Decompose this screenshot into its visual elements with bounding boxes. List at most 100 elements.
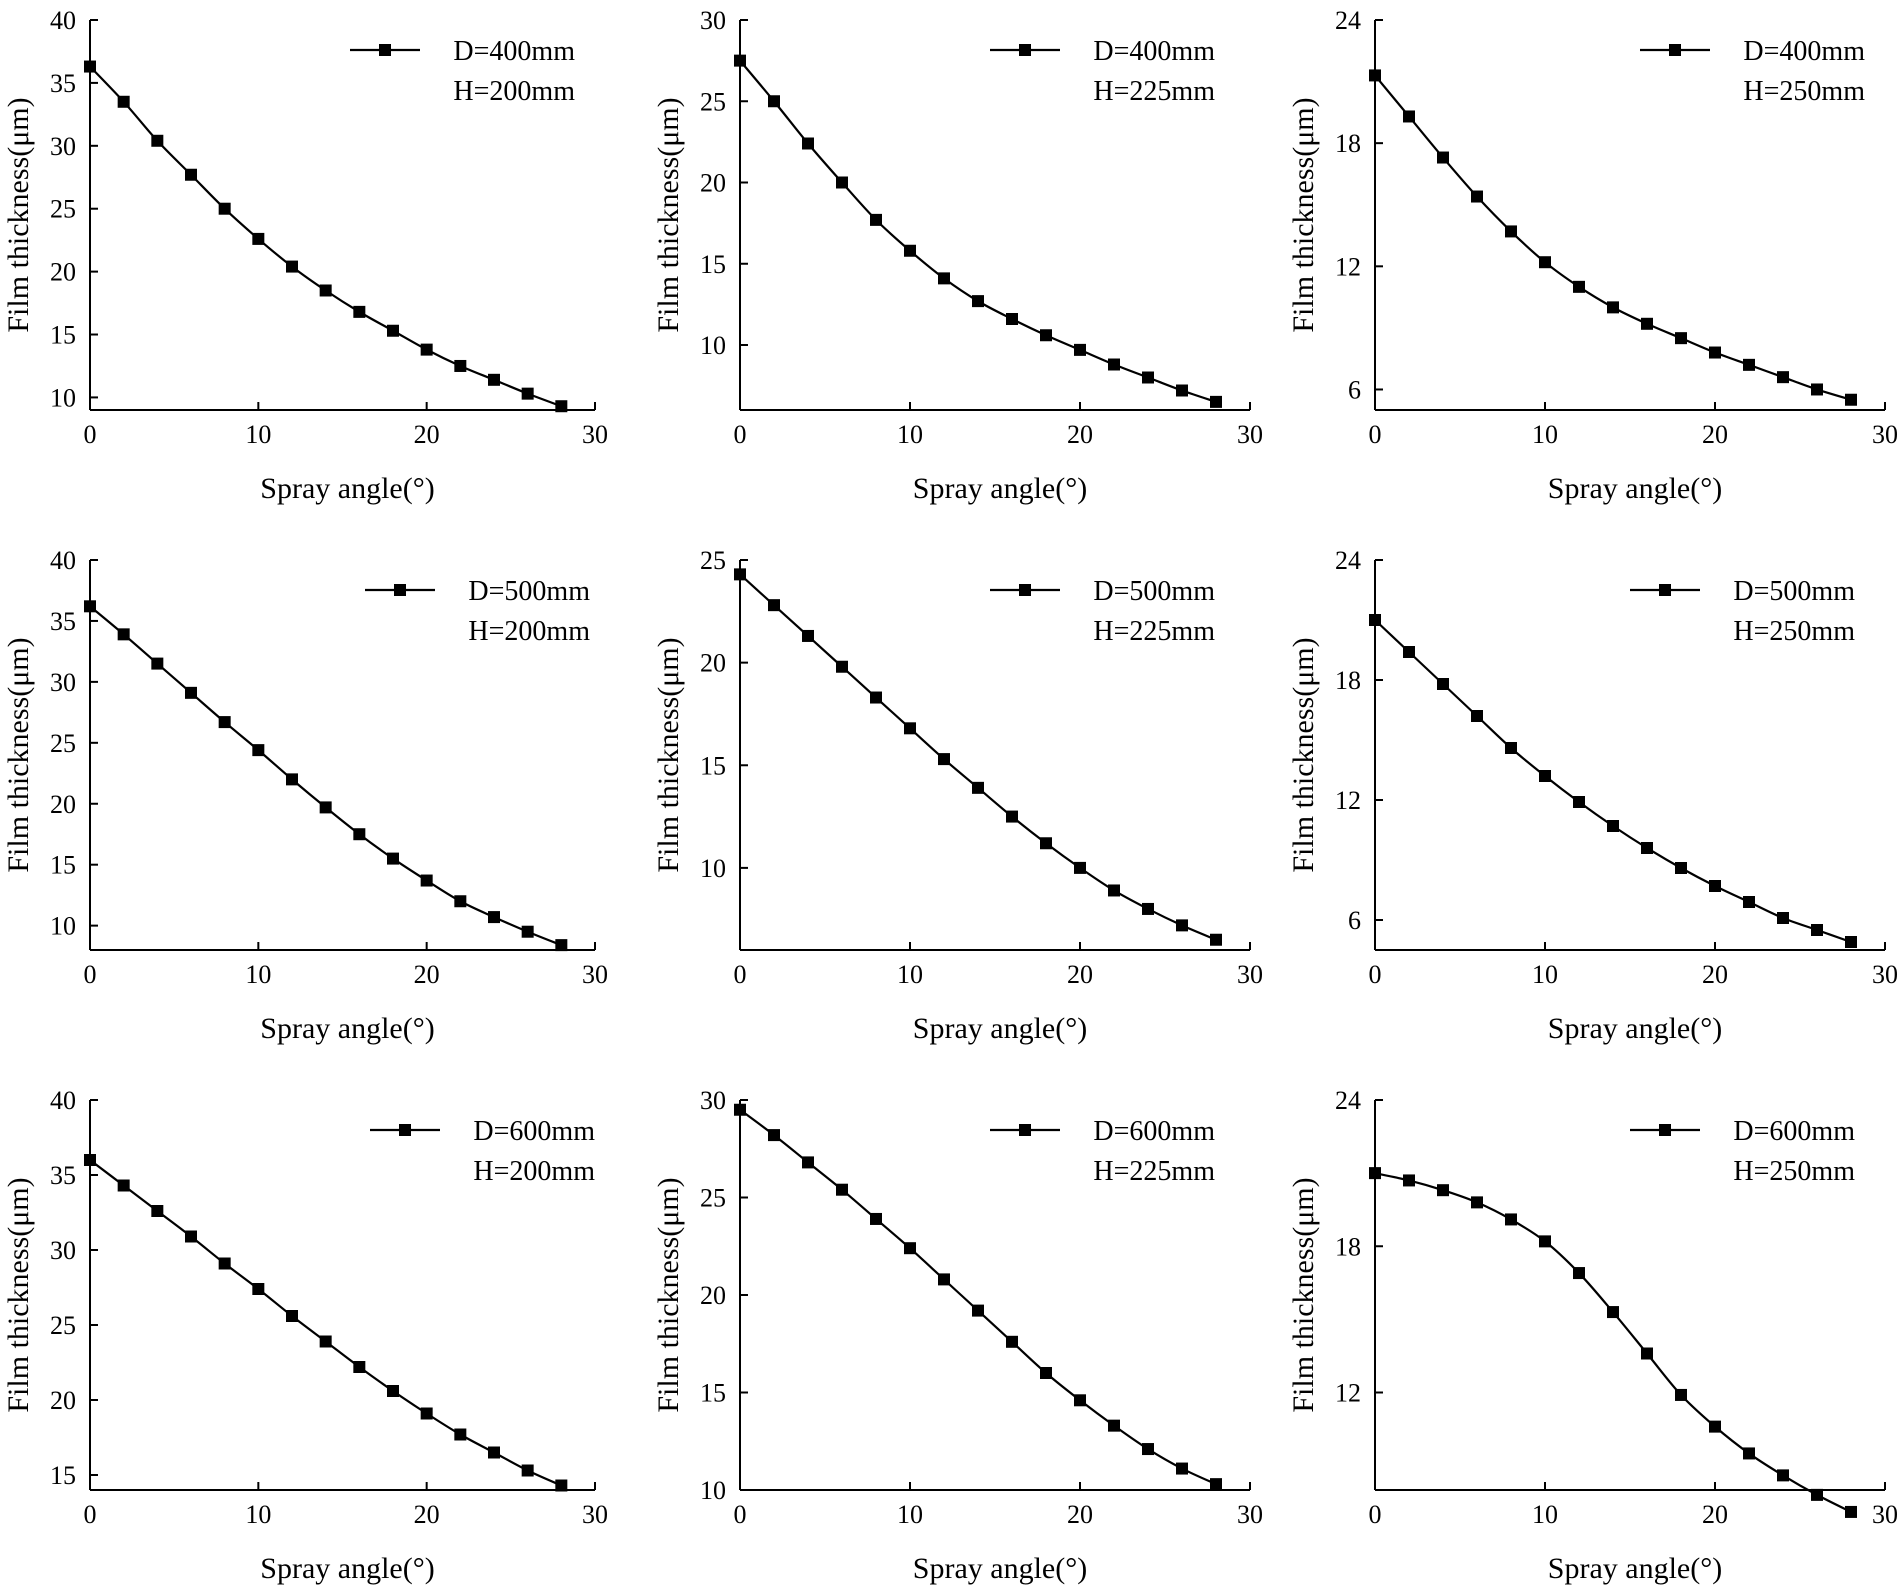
x-tick-label: 20 — [1067, 420, 1093, 449]
data-point-marker — [870, 691, 882, 704]
data-point-marker — [1505, 1213, 1517, 1226]
data-point-marker — [387, 1385, 399, 1397]
x-axis-title: Spray angle(°) — [1548, 1012, 1722, 1045]
data-point-marker — [319, 1335, 332, 1348]
y-tick-label: 10 — [700, 331, 726, 360]
chart-panel: 0 10 20 30 10 15 20 25 30 35 40 Spray angle(°) Film … — [2, 6, 608, 505]
legend-marker — [379, 44, 391, 56]
data-point-marker — [938, 753, 950, 766]
data-point-marker — [521, 387, 534, 400]
data-point-marker — [286, 1310, 298, 1322]
x-axis-title: Spray angle(°) — [260, 1552, 434, 1585]
chart-panel: 0 10 20 30 6 12 18 24 Spray angle(°) Film thickne… — [1287, 6, 1898, 505]
data-point-marker — [1040, 1367, 1052, 1379]
chart-panel: 0 10 20 30 10 15 20 25 30 Spray angle(°) Film thic… — [652, 1086, 1263, 1585]
legend-label-d: D=400mm — [1743, 36, 1865, 67]
data-point-marker — [1142, 902, 1154, 915]
x-tick-label: 30 — [1872, 960, 1898, 989]
data-point-marker — [1471, 1196, 1483, 1209]
data-point-marker — [454, 359, 467, 372]
data-point-marker — [1006, 313, 1018, 325]
data-point-marker — [1675, 332, 1687, 345]
data-point-marker — [185, 1230, 197, 1243]
data-point-marker — [185, 686, 197, 699]
x-tick-label: 30 — [1237, 960, 1263, 989]
series-line — [739, 59, 1217, 403]
x-tick-label: 10 — [245, 420, 271, 449]
chart-panel: 0 10 20 30 6 12 18 24 Spray angle(°) Film thickne… — [1287, 546, 1898, 1045]
x-tick-label: 20 — [414, 420, 440, 449]
x-tick-label: 0 — [84, 1500, 97, 1529]
series-line — [1374, 619, 1852, 944]
legend-label-h: H=200mm — [453, 76, 575, 107]
data-point-marker — [1437, 1184, 1449, 1197]
data-point-marker — [1709, 1420, 1721, 1433]
y-tick-label: 30 — [700, 6, 726, 35]
y-tick-label: 40 — [50, 546, 76, 575]
x-tick-label: 30 — [582, 960, 608, 989]
data-point-marker — [319, 801, 332, 814]
data-point-marker — [286, 260, 298, 273]
data-point-marker — [734, 1103, 746, 1116]
y-axis-title: Film thickness(μm) — [1287, 637, 1320, 872]
legend-marker — [1019, 1124, 1031, 1136]
legend-label-d: D=600mm — [1093, 1116, 1215, 1147]
x-tick-label: 10 — [1532, 1500, 1558, 1529]
data-point-marker — [218, 1257, 231, 1270]
legend-label-h: H=225mm — [1093, 616, 1215, 647]
data-point-marker — [972, 781, 984, 794]
x-tick-label: 0 — [1369, 1500, 1382, 1529]
y-tick-label: 20 — [50, 258, 76, 287]
data-point-marker — [1641, 1347, 1653, 1360]
data-point-marker — [1210, 933, 1222, 946]
legend-label-h: H=225mm — [1093, 76, 1215, 107]
data-point-marker — [1074, 1394, 1086, 1407]
y-tick-label: 30 — [50, 1236, 76, 1265]
x-axis-title: Spray angle(°) — [1548, 472, 1722, 505]
y-tick-label: 30 — [50, 668, 76, 697]
data-point-marker — [454, 895, 467, 908]
legend-marker — [1019, 44, 1031, 56]
legend-label-h: H=225mm — [1093, 1156, 1215, 1187]
x-tick-label: 30 — [1237, 1500, 1263, 1529]
data-point-marker — [1471, 190, 1483, 203]
y-tick-label: 20 — [50, 790, 76, 819]
x-tick-label: 20 — [414, 960, 440, 989]
chart-panel: 0 10 20 30 12 18 24 Spray angle(°) Film thicknes… — [1287, 1086, 1898, 1585]
legend-marker — [394, 584, 406, 596]
data-point-marker — [1709, 346, 1721, 359]
x-axis-title: Spray angle(°) — [1548, 1552, 1722, 1585]
y-tick-label: 35 — [50, 1161, 76, 1190]
data-point-marker — [768, 95, 780, 108]
data-point-marker — [1210, 1478, 1222, 1491]
data-point-marker — [1074, 861, 1086, 874]
y-tick-label: 24 — [1335, 1086, 1361, 1115]
y-tick-label: 6 — [1348, 906, 1361, 935]
y-tick-label: 18 — [1335, 666, 1361, 695]
series-line — [1374, 1172, 1852, 1513]
y-tick-label: 30 — [50, 132, 76, 161]
series-line — [1374, 74, 1852, 401]
y-tick-label: 20 — [50, 1386, 76, 1415]
y-tick-label: 12 — [1335, 786, 1361, 815]
x-tick-label: 0 — [84, 960, 97, 989]
data-point-marker — [353, 305, 366, 318]
x-tick-label: 10 — [245, 960, 271, 989]
y-axis-title: Film thickness(μm) — [2, 1177, 35, 1412]
legend-label-h: H=250mm — [1743, 76, 1865, 107]
chart-panel: 0 10 20 30 10 15 20 25 30 Spray angle(°) Film thic… — [652, 6, 1263, 505]
y-tick-label: 12 — [1335, 1379, 1361, 1408]
legend-marker — [1669, 44, 1681, 56]
legend-marker — [1019, 584, 1031, 596]
data-point-marker — [454, 1428, 467, 1441]
y-tick-label: 20 — [700, 649, 726, 678]
data-point-marker — [1006, 1335, 1018, 1348]
data-point-marker — [218, 202, 231, 215]
y-tick-label: 25 — [700, 546, 726, 575]
y-tick-label: 30 — [700, 1086, 726, 1115]
data-point-marker — [1437, 678, 1449, 690]
data-point-marker — [555, 939, 568, 952]
series-line — [89, 65, 562, 408]
data-point-marker — [1142, 1443, 1154, 1456]
y-axis-title: Film thickness(μm) — [2, 97, 35, 332]
